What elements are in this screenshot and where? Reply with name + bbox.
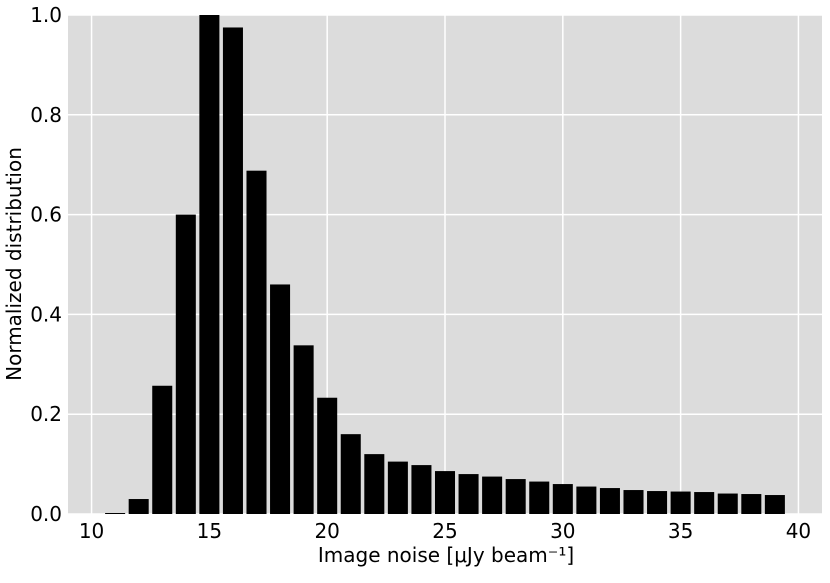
bar xyxy=(717,493,738,514)
bar xyxy=(128,499,149,514)
y-tick-label: 1.0 xyxy=(30,3,62,27)
bar xyxy=(199,15,220,514)
bar xyxy=(434,471,456,514)
bar xyxy=(741,494,762,514)
bar xyxy=(505,479,526,514)
bar xyxy=(458,474,479,514)
bar xyxy=(670,491,691,514)
y-tick-label: 0.2 xyxy=(30,402,62,426)
y-axis-label: Normalized distribution xyxy=(2,147,26,381)
bar xyxy=(647,491,668,514)
bar xyxy=(387,461,408,514)
y-tick-label: 0.4 xyxy=(30,302,62,326)
bar xyxy=(552,484,573,514)
x-tick-label: 40 xyxy=(786,519,811,543)
bar xyxy=(246,170,267,515)
x-tick-label: 25 xyxy=(432,519,457,543)
bar xyxy=(599,488,620,514)
bar xyxy=(694,492,715,514)
bar xyxy=(411,465,432,514)
bar xyxy=(270,284,291,514)
bar xyxy=(105,513,126,514)
bar xyxy=(576,486,597,514)
bar xyxy=(623,490,644,514)
x-tick-label: 15 xyxy=(197,519,222,543)
x-tick-label: 35 xyxy=(668,519,693,543)
bar xyxy=(529,481,550,514)
x-tick-label: 10 xyxy=(79,519,104,543)
x-axis-label: Image noise [μJy beam⁻¹] xyxy=(318,543,574,567)
y-tick-label: 0.6 xyxy=(30,203,62,227)
x-tick-label: 20 xyxy=(314,519,339,543)
bar xyxy=(175,214,196,514)
y-tick-label: 0.8 xyxy=(30,103,62,127)
bar xyxy=(764,495,785,514)
bar xyxy=(482,476,503,514)
bar xyxy=(317,397,338,514)
bar xyxy=(293,345,314,514)
y-tick-label: 0.0 xyxy=(30,502,62,526)
bar xyxy=(222,27,243,514)
bar xyxy=(364,454,385,514)
x-tick-label: 30 xyxy=(550,519,575,543)
bar xyxy=(152,385,173,514)
bar xyxy=(340,434,361,514)
